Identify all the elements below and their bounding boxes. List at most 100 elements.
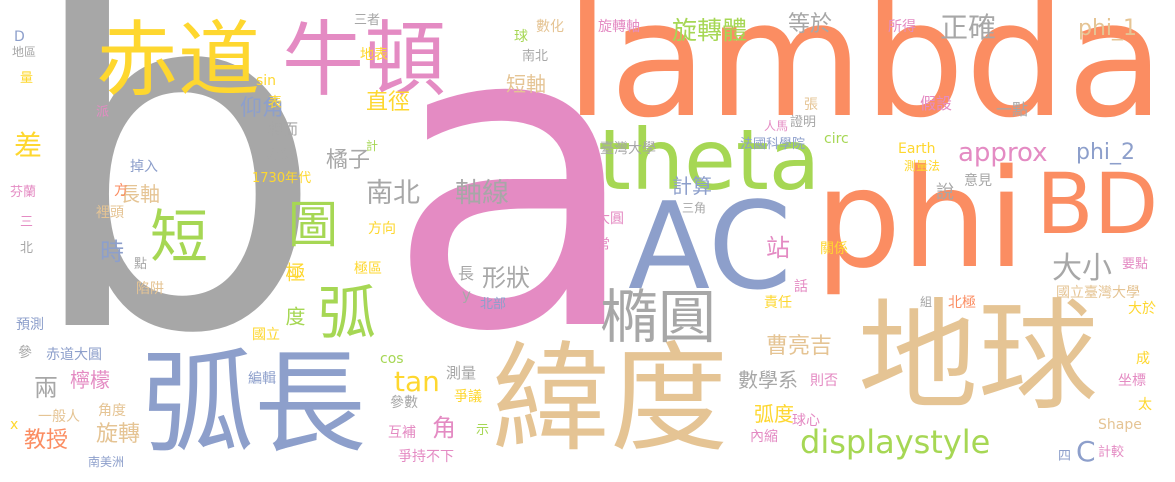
word-triangle: 三角 (682, 201, 707, 215)
word-polar-region: 極區 (354, 261, 382, 277)
word-shape: 形狀 (482, 264, 530, 292)
word-angle-degree: 角度 (98, 403, 126, 419)
word-greater-than: 大於 (1128, 301, 1156, 317)
word-phi-1: phi_1 (1078, 16, 1138, 41)
word-finland: 芬蘭 (10, 185, 37, 200)
word-parameter: 參數 (390, 395, 418, 411)
word-shape-en: Shape (1098, 417, 1142, 433)
word-dot: 點 (134, 257, 148, 272)
word-often: 常 (596, 237, 610, 253)
word-a-point: 一點 (996, 100, 1029, 119)
word-table: 表 (268, 95, 282, 111)
word-radian: 弧度 (754, 402, 794, 426)
word-theta: theta (598, 111, 821, 209)
word-short: 短 (150, 203, 209, 271)
word-likewise: 亦然 (266, 147, 294, 163)
word-national-taiwan-univ: 國立臺灣大學 (1056, 285, 1140, 301)
word-key-point: 要點 (1122, 257, 1149, 272)
word-northern: 北部 (480, 297, 507, 312)
word-four: 四 (1058, 449, 1072, 464)
word-b: b (22, 0, 327, 439)
word-phi-2: phi_2 (1076, 140, 1136, 165)
word-turn: 轉而 (268, 120, 299, 138)
word-north-south: 南北 (366, 178, 420, 209)
word-participate: 參 (18, 345, 32, 361)
word-lambda: lambda (565, 0, 1165, 153)
word-ball: 球 (514, 29, 528, 45)
word-fall-into: 掉入 (130, 159, 158, 175)
word-amount: 量 (20, 71, 34, 86)
word-cos: cos (380, 351, 404, 367)
word-shrink: 內縮 (750, 429, 778, 445)
word-opinion: 意見 (964, 173, 992, 189)
word-bd: BD (1036, 155, 1159, 253)
word-square: 方 (114, 183, 128, 199)
word-north-south-small: 南北 (522, 49, 549, 64)
word-show: 示 (476, 423, 490, 438)
word-ellipse: 橢圓 (600, 283, 717, 351)
word-minor-axis: 短軸 (506, 72, 546, 96)
word-two-vertical: 二 (285, 264, 303, 279)
word-fuss: 計較 (1098, 445, 1125, 460)
word-size: 大小 (1052, 251, 1112, 286)
word-figure: 圖 (288, 196, 338, 254)
word-professor: 教授 (24, 428, 69, 453)
word-complement: 互補 (388, 425, 416, 441)
word-count: 計 (366, 139, 379, 153)
word-earth: 地球 (858, 288, 1098, 427)
word-equals: 等於 (788, 12, 833, 37)
word-prove: 證明 (790, 115, 817, 130)
word-angle: 角 (432, 414, 456, 442)
word-d: D (14, 29, 25, 45)
word-too: 太 (1138, 397, 1152, 413)
word-arclength: 弧長 (142, 339, 366, 469)
word-degree-vertical: 度 (282, 306, 306, 326)
word-two: 兩 (34, 374, 58, 402)
word-north: 北 (20, 241, 34, 256)
word-rotation-axis: 旋轉軸 (598, 19, 640, 35)
word-numerize: 數化 (536, 19, 564, 35)
word-approx: approx (958, 138, 1048, 168)
word-assume: 假設 (920, 94, 953, 113)
word-obtained: 所得 (888, 19, 916, 35)
word-difference: 差 (14, 129, 43, 162)
word-station: 站 (766, 234, 790, 262)
word-latitude: 緯度 (492, 330, 729, 468)
word-inside: 裡頭 (96, 205, 124, 221)
word-french-academy: 法國科學院 (740, 137, 806, 152)
word-trap: 陷阱 (136, 281, 164, 297)
word-group: 組 (920, 295, 933, 309)
word-elevation: 仰角 (240, 96, 285, 121)
word-relation: 關係 (820, 241, 848, 257)
word-measurement-method: 測量法 (904, 159, 941, 173)
word-axis-line: 軸線 (455, 178, 509, 209)
word-surface: 地表 (360, 47, 388, 63)
word-measure: 測量 (446, 364, 477, 382)
word-equatorial-great-circle: 赤道大圓 (46, 347, 102, 363)
word-circ: circ (824, 131, 849, 147)
word-ntu: 臺灣大學 (600, 141, 656, 157)
word-c: C (1076, 435, 1096, 468)
word-words: 話 (794, 279, 808, 295)
word-responsibility: 責任 (764, 295, 792, 311)
word-earth-en: Earth (898, 141, 936, 157)
word-y: y (462, 286, 471, 304)
word-north-pole: 北極 (948, 295, 976, 311)
word-newton: 牛頓 (282, 13, 447, 108)
word-otherwise: 則否 (810, 373, 838, 389)
word-compute: 計算 (672, 174, 712, 198)
word-equator: 赤道 (96, 13, 261, 108)
word-major-axis: 長軸 (120, 182, 160, 206)
word-1730s: 1730年代 (252, 171, 312, 186)
word-great-circle: 大圓 (596, 211, 624, 227)
word-tan: tan (394, 365, 440, 398)
word-time: 時 (100, 238, 124, 266)
word-dispute: 爭議 (454, 389, 482, 405)
word-solid-of-revolution: 旋轉體 (672, 16, 748, 45)
word-deadlock: 爭持不下 (398, 449, 454, 465)
word-south-america: 南美洲 (88, 455, 125, 469)
word-become: 成 (1136, 351, 1150, 367)
word-x: x (10, 417, 19, 433)
word-orange: 橘子 (326, 148, 371, 173)
